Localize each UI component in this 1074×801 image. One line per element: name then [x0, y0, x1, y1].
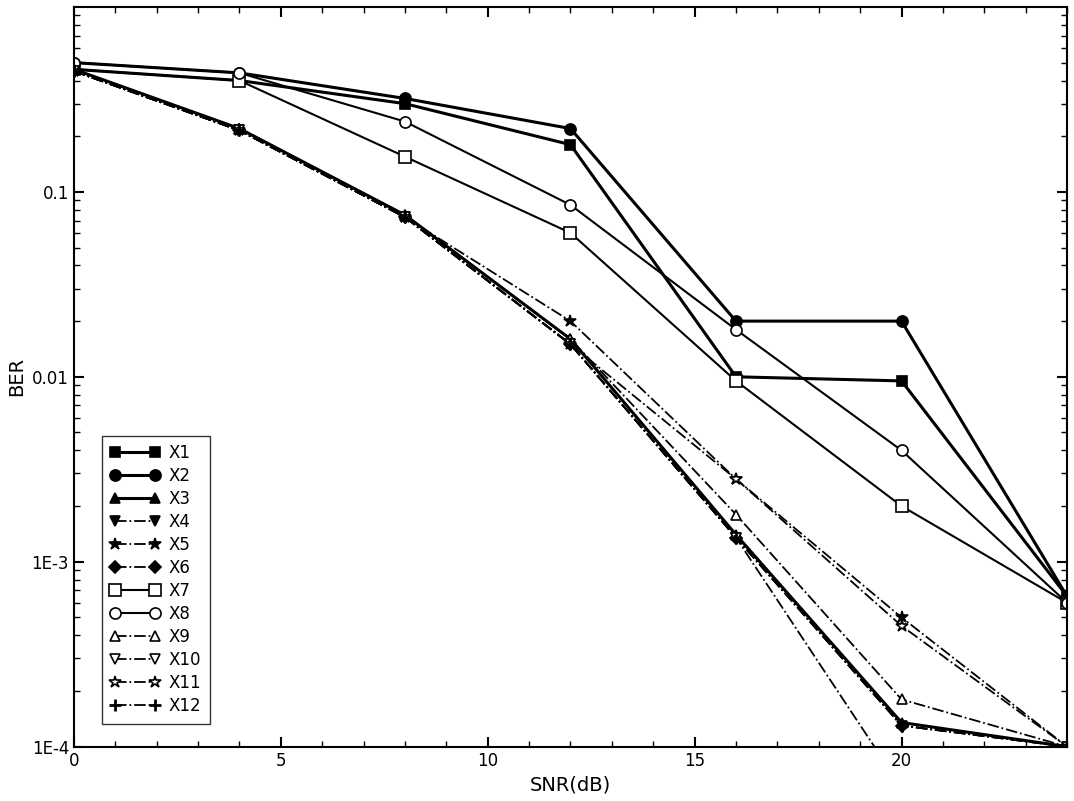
X8	[398, 117, 411, 127]
X2	[398, 94, 411, 103]
X9	[1061, 742, 1074, 751]
X3	[729, 530, 742, 540]
X12	[398, 212, 411, 222]
X5	[398, 212, 411, 222]
X6	[398, 212, 411, 222]
Line: X10: X10	[69, 66, 1072, 792]
X12	[895, 721, 908, 731]
X2	[895, 316, 908, 326]
Line: X3: X3	[69, 64, 1072, 751]
X10	[1061, 742, 1074, 751]
Line: X12: X12	[68, 65, 1073, 753]
X3	[68, 65, 81, 74]
X1	[564, 140, 577, 150]
X2	[233, 68, 246, 78]
X8	[1061, 598, 1074, 607]
X1	[398, 99, 411, 108]
X11	[1061, 742, 1074, 751]
X10	[895, 783, 908, 792]
X2	[1061, 591, 1074, 601]
X7	[233, 76, 246, 86]
X3	[398, 210, 411, 219]
Line: X9: X9	[69, 64, 1072, 751]
X10	[564, 340, 577, 349]
X10	[398, 212, 411, 222]
X11	[895, 621, 908, 630]
X11	[729, 474, 742, 484]
Line: X1: X1	[69, 64, 1072, 602]
X10	[729, 533, 742, 542]
X1	[233, 76, 246, 86]
X9	[398, 210, 411, 219]
X8	[564, 200, 577, 210]
X9	[68, 65, 81, 74]
X10	[233, 126, 246, 135]
X8	[233, 68, 246, 78]
Legend: X1, X2, X3, X4, X5, X6, X7, X8, X9, X10, X11, X12: X1, X2, X3, X4, X5, X6, X7, X8, X9, X10,…	[102, 436, 209, 723]
X5	[895, 613, 908, 622]
X9	[233, 123, 246, 133]
Line: X7: X7	[69, 64, 1073, 608]
X2	[68, 58, 81, 67]
X5	[729, 474, 742, 484]
X3	[1061, 742, 1074, 751]
X5	[1061, 742, 1074, 751]
X3	[564, 334, 577, 344]
X7	[1061, 598, 1074, 607]
X3	[895, 718, 908, 727]
X11	[68, 66, 81, 76]
X6	[233, 126, 246, 135]
X6	[729, 533, 742, 542]
X5	[564, 316, 577, 326]
X4	[68, 66, 81, 76]
X11	[564, 340, 577, 349]
X4	[564, 340, 577, 349]
X7	[398, 152, 411, 162]
X4	[895, 721, 908, 731]
X4	[398, 212, 411, 222]
X1	[729, 372, 742, 381]
X9	[895, 694, 908, 704]
X4	[233, 126, 246, 135]
X2	[564, 123, 577, 133]
X-axis label: SNR(dB): SNR(dB)	[529, 775, 611, 794]
X8	[729, 324, 742, 334]
X12	[564, 340, 577, 349]
X12	[1061, 742, 1074, 751]
X9	[729, 509, 742, 519]
Line: X5: X5	[68, 65, 1073, 753]
X6	[564, 340, 577, 349]
X6	[1061, 742, 1074, 751]
X9	[564, 334, 577, 344]
X11	[233, 126, 246, 135]
X8	[68, 58, 81, 67]
X12	[233, 126, 246, 135]
Line: X4: X4	[69, 66, 1072, 751]
X4	[729, 533, 742, 542]
Line: X8: X8	[69, 57, 1073, 608]
X12	[729, 533, 742, 542]
X5	[233, 126, 246, 135]
X1	[895, 376, 908, 386]
X7	[895, 501, 908, 511]
Y-axis label: BER: BER	[6, 357, 26, 396]
Line: X6: X6	[70, 67, 1071, 751]
X6	[68, 66, 81, 76]
X7	[68, 65, 81, 74]
Line: X11: X11	[68, 65, 1073, 753]
X5	[68, 66, 81, 76]
X1	[68, 65, 81, 74]
X1	[1061, 591, 1074, 601]
X6	[895, 721, 908, 731]
X11	[398, 212, 411, 222]
X12	[68, 66, 81, 76]
X7	[564, 228, 577, 238]
Line: X2: X2	[69, 57, 1073, 602]
X4	[1061, 742, 1074, 751]
X3	[233, 123, 246, 133]
X8	[895, 445, 908, 455]
X2	[729, 316, 742, 326]
X10	[68, 66, 81, 76]
X7	[729, 376, 742, 386]
